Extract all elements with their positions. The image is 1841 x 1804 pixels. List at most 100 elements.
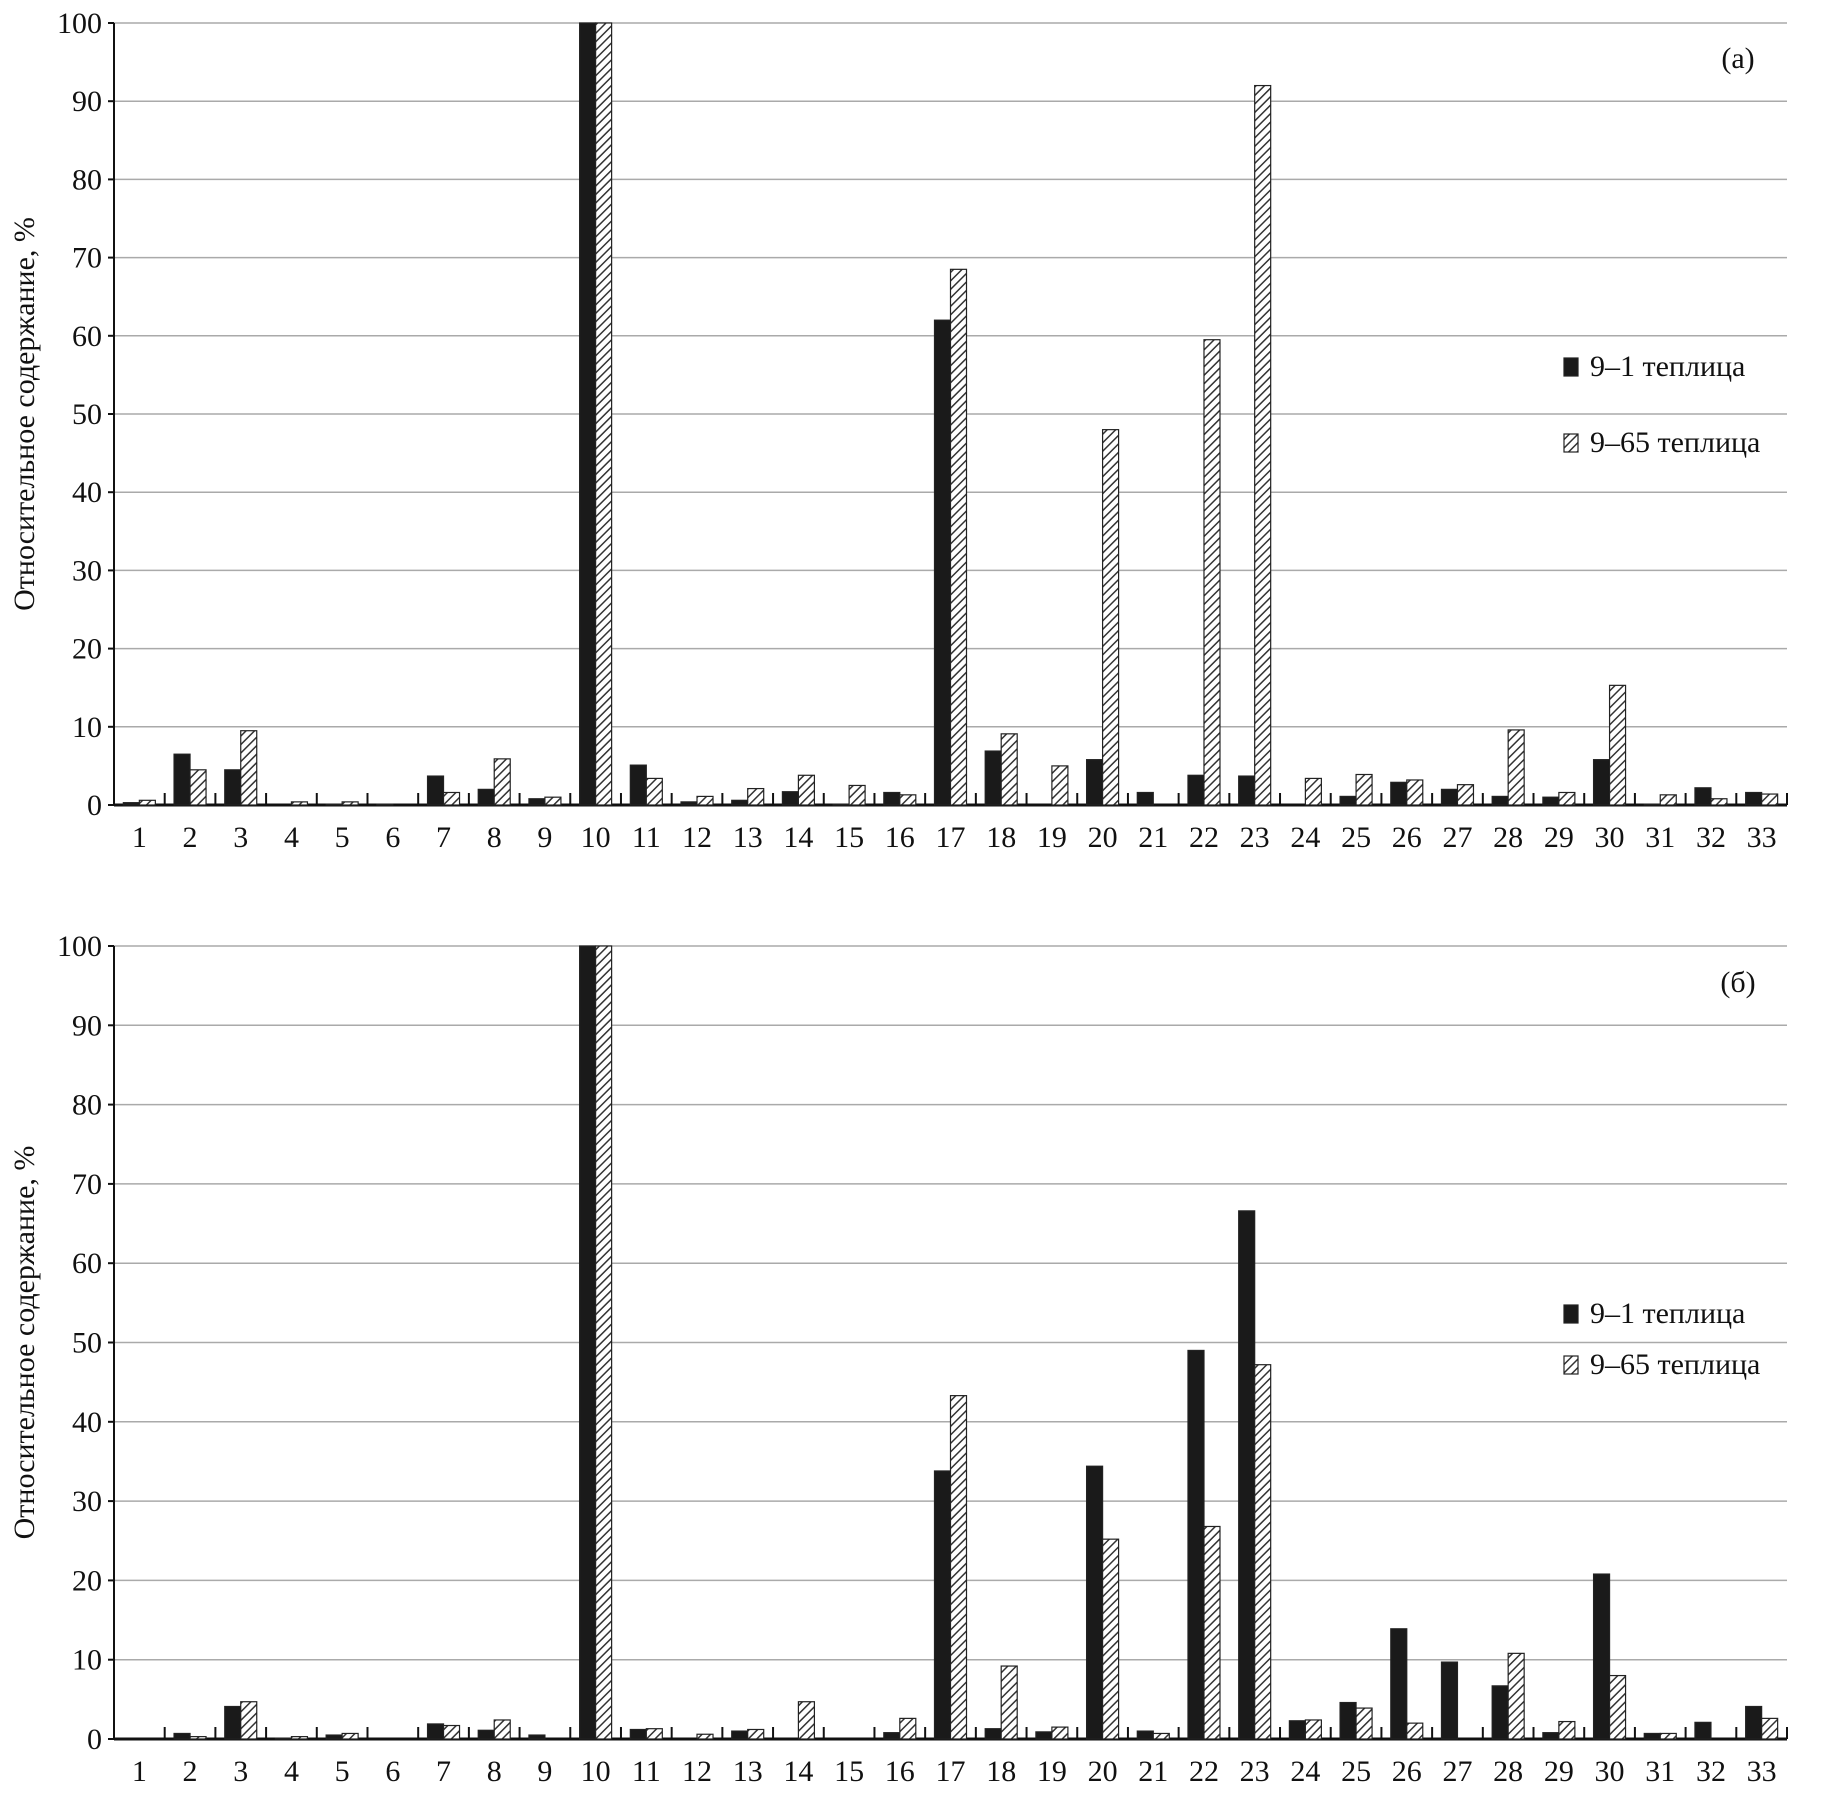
bar-9-1 bbox=[984, 1728, 1002, 1740]
bar-9-65 bbox=[1304, 777, 1322, 806]
y-tick-label: 100 bbox=[57, 7, 102, 40]
bar-9-1 bbox=[731, 1730, 749, 1740]
bar-9-1 bbox=[629, 764, 647, 806]
panel-label: (а) bbox=[1721, 42, 1754, 75]
x-tick-label: 13 bbox=[733, 1755, 763, 1788]
x-tick-label: 29 bbox=[1544, 821, 1574, 854]
x-tick-label: 24 bbox=[1290, 821, 1320, 854]
bar-9-1 bbox=[984, 750, 1002, 806]
x-tick-label: 4 bbox=[284, 821, 299, 854]
x-tick-label: 26 bbox=[1392, 1755, 1422, 1788]
bar-9-65 bbox=[1761, 793, 1779, 806]
bar-9-65 bbox=[1558, 1720, 1576, 1740]
legend-label: 9–65 теплица bbox=[1590, 1348, 1760, 1381]
x-tick-label: 17 bbox=[936, 821, 966, 854]
bar-9-65 bbox=[1659, 1732, 1677, 1740]
bar-9-65 bbox=[899, 794, 917, 806]
bar-9-65 bbox=[1406, 1722, 1424, 1740]
bar-9-1 bbox=[933, 1470, 952, 1740]
y-tick-label: 70 bbox=[72, 1168, 102, 1201]
x-tick-label: 21 bbox=[1138, 1755, 1168, 1788]
bar-9-65 bbox=[1101, 429, 1120, 806]
bar-9-1 bbox=[1592, 759, 1611, 806]
bar-9-1 bbox=[1694, 1721, 1712, 1740]
bar-9-1 bbox=[1390, 781, 1408, 806]
bar-9-1 bbox=[1035, 1731, 1053, 1740]
bar-9-1 bbox=[224, 1705, 242, 1740]
x-tick-label: 6 bbox=[385, 821, 400, 854]
bar-9-1 bbox=[832, 803, 850, 806]
bar-9-65 bbox=[240, 1701, 258, 1740]
x-tick-label: 12 bbox=[682, 1755, 712, 1788]
x-tick-label: 13 bbox=[733, 821, 763, 854]
chart-panel-2: 0 10 20 30 40 50 60 70 80 90 100 Относительное соде… bbox=[8, 930, 1788, 1788]
bar-9-1 bbox=[1288, 1720, 1306, 1740]
bar-9-1 bbox=[477, 1729, 495, 1740]
bar-9-65 bbox=[341, 801, 359, 806]
x-tick-label: 5 bbox=[335, 1755, 350, 1788]
bar-9-65 bbox=[1254, 1364, 1272, 1740]
bar-9-65 bbox=[290, 801, 309, 806]
x-tick-label: 28 bbox=[1493, 1755, 1523, 1788]
legend-swatch bbox=[1563, 1304, 1579, 1324]
x-tick-label: 14 bbox=[783, 821, 813, 854]
bar-9-1 bbox=[1187, 774, 1205, 806]
y-tick-label: 0 bbox=[87, 789, 102, 822]
x-tick-label: 22 bbox=[1189, 1755, 1219, 1788]
bar-9-1 bbox=[1136, 791, 1154, 806]
x-tick-label: 11 bbox=[632, 1755, 661, 1788]
x-tick-label: 3 bbox=[233, 821, 248, 854]
x-tick-label: 9 bbox=[537, 1755, 552, 1788]
bar-9-65 bbox=[899, 1717, 917, 1740]
x-tick-label: 4 bbox=[284, 1755, 299, 1788]
bar-9-1 bbox=[1339, 795, 1357, 806]
bar-9-1 bbox=[1238, 775, 1256, 806]
bar-9-1 bbox=[1745, 1705, 1763, 1740]
bar-9-65 bbox=[1355, 1707, 1373, 1740]
bar-9-1 bbox=[528, 1734, 546, 1740]
bar-9-65 bbox=[1203, 339, 1221, 806]
x-tick-label: 27 bbox=[1442, 821, 1472, 854]
x-tick-label: 21 bbox=[1138, 821, 1168, 854]
bar-9-65 bbox=[696, 1733, 714, 1740]
x-tick-label: 12 bbox=[682, 821, 712, 854]
bar-9-65 bbox=[1558, 791, 1576, 806]
bar-9-1 bbox=[1339, 1701, 1357, 1740]
bar-9-1 bbox=[579, 22, 597, 806]
x-tick-label: 23 bbox=[1240, 1755, 1270, 1788]
bar-9-65 bbox=[595, 22, 613, 806]
x-tick-label: 27 bbox=[1442, 1755, 1472, 1788]
y-tick-label: 70 bbox=[72, 242, 102, 275]
x-tick-label: 30 bbox=[1595, 821, 1625, 854]
x-tick-label: 8 bbox=[487, 1755, 502, 1788]
bar-9-65 bbox=[442, 791, 461, 806]
y-tick-label: 50 bbox=[72, 1327, 102, 1360]
bar-9-65 bbox=[797, 774, 816, 806]
bar-9-1 bbox=[1238, 1210, 1256, 1740]
bar-9-65 bbox=[1507, 1652, 1525, 1740]
bar-9-65 bbox=[949, 268, 968, 806]
x-tick-label: 20 bbox=[1088, 1755, 1118, 1788]
bar-9-65 bbox=[1051, 765, 1069, 806]
x-tick-label: 6 bbox=[385, 1755, 400, 1788]
x-tick-label: 16 bbox=[885, 1755, 915, 1788]
bar-9-65 bbox=[138, 799, 156, 806]
y-tick-label: 30 bbox=[72, 554, 102, 587]
bar-9-65 bbox=[747, 1728, 765, 1740]
bar-9-65 bbox=[240, 730, 258, 806]
x-tick-label: 19 bbox=[1037, 821, 1067, 854]
x-tick-label: 26 bbox=[1392, 821, 1422, 854]
bar-9-65 bbox=[1761, 1717, 1779, 1740]
x-tick-label: 25 bbox=[1341, 1755, 1371, 1788]
y-tick-label: 90 bbox=[72, 1009, 102, 1042]
y-tick-label: 80 bbox=[72, 163, 102, 196]
bar-9-65 bbox=[1304, 1719, 1322, 1740]
bar-9-65 bbox=[442, 1724, 461, 1740]
bar-9-65 bbox=[1254, 84, 1272, 806]
x-tick-label: 31 bbox=[1645, 1755, 1675, 1788]
bar-9-1 bbox=[477, 788, 495, 806]
y-tick-label: 20 bbox=[72, 633, 102, 666]
bar-9-1 bbox=[224, 769, 242, 806]
legend-label: 9–1 теплица bbox=[1590, 1297, 1745, 1330]
